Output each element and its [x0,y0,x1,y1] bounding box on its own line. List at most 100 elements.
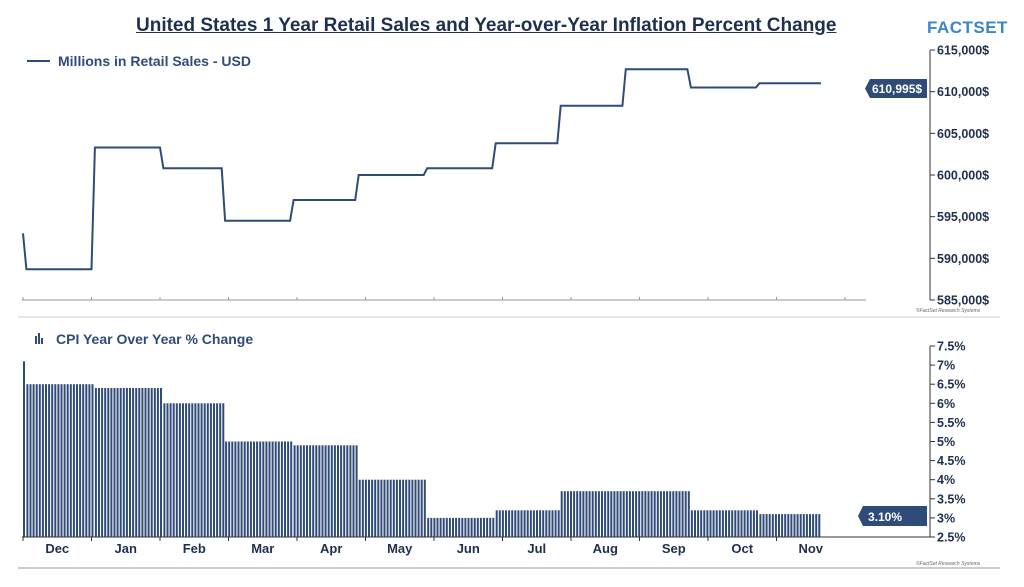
cpi-bar [324,445,327,537]
cpi-bar [411,479,414,537]
cpi-bar [389,479,392,537]
month-label: Oct [731,541,753,556]
cpi-bar [358,479,361,537]
cpi-bar [41,384,44,537]
cpi-bar [728,510,731,537]
month-label: Jan [115,541,137,556]
cpi-bar [337,445,339,537]
cpi-bar [392,479,395,537]
retail-sales-panel: Millions in Retail Sales - USD 585,000$5… [22,44,989,314]
cpi-bar [185,403,188,537]
cpi-bar [675,491,678,537]
cpi-bar [94,388,97,537]
retail-y-tick-label: 605,000$ [937,127,989,141]
cpi-bar [768,514,771,537]
cpi-bar [759,514,762,537]
cpi-bar [91,384,94,537]
cpi-bar [694,510,696,537]
cpi-bar [771,514,774,537]
cpi-bar [182,403,184,537]
cpi-bar [703,510,706,537]
cpi-bar [402,479,405,537]
cpi-bar [778,514,780,537]
cpi-bar [340,445,343,537]
cpi-bar [405,479,408,537]
cpi-bar [194,403,197,537]
cpi-bar [653,491,656,537]
cpi-bar [110,388,113,537]
cpi-bar [439,517,442,537]
cpi-bar [293,445,296,537]
cpi-bar [495,510,498,537]
cpi-bar [352,445,355,537]
cpi-y-tick-label: 7% [937,359,955,373]
cpi-bar [551,510,554,537]
cpi-bar [225,441,228,537]
cpi-bar [594,491,597,537]
cpi-bar [712,510,715,537]
cpi-bar [604,491,607,537]
month-label: Apr [320,541,342,556]
cpi-bar [752,510,755,537]
cpi-y-tick-label: 2.5% [937,531,966,545]
cpi-bar [228,441,231,537]
cpi-bar [799,514,802,537]
cpi-bar [765,514,768,537]
cpi-bar [377,479,380,537]
cpi-bar [448,517,451,537]
cpi-bar [690,510,693,537]
cpi-bar [265,441,268,537]
cpi-bar [452,517,454,537]
cpi-bar [175,403,178,537]
cpi-bar [467,517,470,537]
cpi-bar [815,514,818,537]
cpi-bar [132,388,135,537]
cpi-bar [616,491,619,537]
cpi-last-value-badge: 3.10% [858,506,927,526]
cpi-bar [619,491,622,537]
cpi-bar [29,384,32,537]
cpi-bar [48,384,51,537]
retail-sales-line [22,68,821,271]
cpi-panel: CPI Year Over Year % Change 2.5% 3% 3.5% 4%… [18,331,1000,569]
cpi-y-ticks: 2.5% 3% 3.5% 4% 4.5% 5% 5.5% 6% 6.5% 7% 7.5% [930,340,966,545]
month-label: Feb [183,541,206,556]
cpi-y-tick-label: 6% [937,397,955,411]
cpi-bar [756,510,758,537]
cpi-bar [588,491,591,537]
cpi-bar [508,510,511,537]
cpi-bar [442,517,445,537]
cpi-bar [268,441,271,537]
chart-title: United States 1 Year Retail Sales and Ye… [136,15,837,36]
cpi-bar [203,403,206,537]
cpi-bar [141,388,144,537]
cpi-bar [743,510,746,537]
cpi-bar [209,403,212,537]
cpi-bar [461,517,464,537]
cpi-bar [262,441,265,537]
month-label: Jun [457,541,480,556]
retail-y-tick-label: 615,000$ [937,44,989,58]
retail-y-tick-label: 585,000$ [937,294,989,308]
cpi-bar [243,441,246,537]
cpi-bar [380,479,383,537]
retail-last-value-badge: 610,995$ [865,79,927,98]
cpi-bar [805,514,808,537]
cpi-bar [296,445,299,537]
cpi-bar [309,445,312,537]
cpi-bar [570,491,572,537]
cpi-bar [483,517,485,537]
cpi-bar [200,403,203,537]
cpi-bar [119,388,122,537]
cpi-bar [23,361,25,537]
cpi-bar [749,510,752,537]
cpi-bar [582,491,585,537]
cpi-bar [579,491,582,537]
cpi-bar [312,445,315,537]
cpi-bar [38,384,41,537]
cpi-y-tick-label: 6.5% [937,378,966,392]
cpi-bar [663,491,665,537]
cpi-bar [560,491,563,537]
cpi-bar [809,514,811,537]
cpi-bar [219,403,222,537]
